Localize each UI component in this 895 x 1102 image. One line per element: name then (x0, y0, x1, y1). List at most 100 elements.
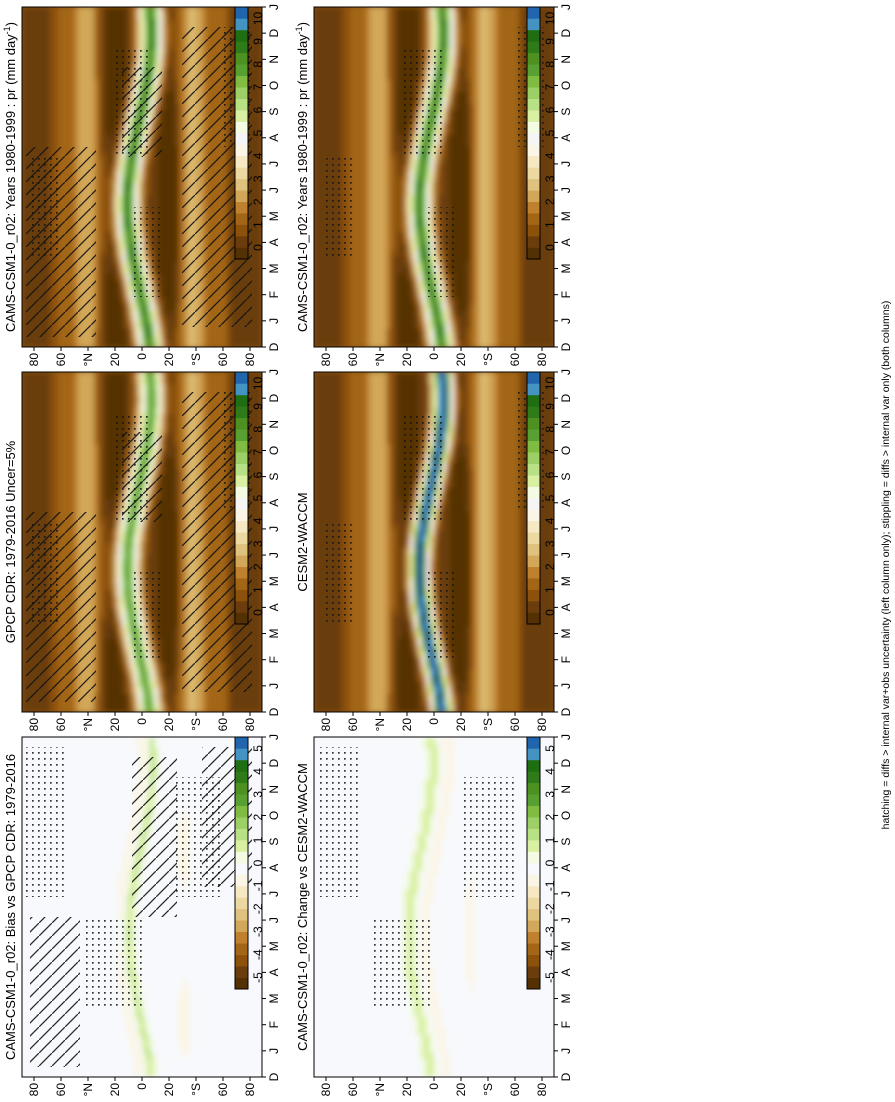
field-cell (46, 19, 51, 26)
field-cell (82, 80, 87, 87)
field-cell (90, 135, 95, 142)
field-cell (354, 128, 359, 135)
field-cell (378, 286, 383, 293)
field-cell (62, 116, 67, 123)
field-cell (38, 68, 43, 75)
field-cell (58, 122, 63, 129)
field-cell (170, 74, 175, 81)
field-cell (314, 213, 319, 220)
colorbar-label: 1 (251, 221, 265, 228)
field-cell (226, 19, 231, 26)
field-cell (342, 280, 347, 287)
field-cell (102, 335, 107, 342)
field-cell (22, 256, 27, 263)
field-cell (402, 171, 407, 178)
field-cell (150, 183, 155, 190)
field-cell (370, 165, 375, 172)
field-cell (118, 292, 123, 299)
field-cell (330, 62, 335, 69)
field-cell (34, 128, 39, 135)
field-cell (110, 268, 115, 275)
field-cell (366, 25, 371, 32)
field-cell (146, 165, 151, 172)
field-cell (86, 110, 91, 117)
field-cell (358, 292, 363, 299)
field-cell (186, 335, 191, 342)
field-cell (394, 329, 399, 336)
field-cell (378, 13, 383, 20)
field-cell (174, 317, 179, 324)
field-cell (370, 141, 375, 148)
field-cell (170, 256, 175, 263)
field-cell (362, 250, 367, 257)
field-cell (410, 220, 415, 227)
field-cell (138, 201, 143, 208)
field-cell (314, 286, 319, 293)
field-cell (46, 122, 51, 129)
field-cell (350, 68, 355, 75)
field-cell (314, 195, 319, 202)
field-cell (58, 104, 63, 111)
field-cell (350, 31, 355, 38)
field-cell (330, 274, 335, 281)
month-tick-label: J (267, 4, 281, 10)
field-cell (50, 80, 55, 87)
field-cell (154, 165, 159, 172)
field-cell (382, 147, 387, 154)
field-cell (318, 220, 323, 227)
field-cell (350, 104, 355, 111)
field-cell (318, 74, 323, 81)
field-cell (342, 7, 347, 14)
field-cell (54, 98, 59, 105)
field-cell (154, 50, 159, 57)
field-cell (246, 335, 251, 342)
field-cell (162, 7, 167, 14)
field-cell (110, 19, 115, 26)
field-cell (118, 177, 123, 184)
field-cell (362, 226, 367, 233)
field-cell (78, 92, 83, 99)
field-cell (362, 335, 367, 342)
field-cell (382, 311, 387, 318)
field-cell (334, 329, 339, 336)
field-cell (22, 213, 27, 220)
field-cell (378, 171, 383, 178)
field-cell (362, 37, 367, 44)
field-cell (122, 268, 127, 275)
field-cell (394, 62, 399, 69)
field-cell (394, 171, 399, 178)
field-cell (410, 292, 415, 299)
field-cell (378, 62, 383, 69)
field-cell (378, 274, 383, 281)
field-cell (346, 292, 351, 299)
field-cell (402, 220, 407, 227)
field-cell (118, 165, 123, 172)
field-cell (158, 56, 163, 63)
field-cell (130, 323, 135, 330)
field-cell (390, 141, 395, 148)
field-cell (382, 213, 387, 220)
field-cell (98, 262, 103, 269)
field-cell (30, 56, 35, 63)
field-cell (90, 43, 95, 50)
field-cell (166, 135, 171, 142)
field-cell (174, 305, 179, 312)
field-cell (90, 50, 95, 57)
field-cell (378, 207, 383, 214)
field-cell (370, 92, 375, 99)
field-cell (102, 7, 107, 14)
field-cell (370, 68, 375, 75)
field-cell (374, 86, 379, 93)
field-cell (66, 50, 71, 57)
field-cell (142, 159, 147, 166)
field-cell (418, 37, 423, 44)
field-cell (106, 171, 111, 178)
field-cell (398, 335, 403, 342)
field-cell (362, 98, 367, 105)
field-cell (254, 268, 259, 275)
field-cell (398, 153, 403, 160)
field-cell (330, 311, 335, 318)
field-cell (26, 80, 31, 87)
field-cell (46, 25, 51, 32)
field-cell (330, 92, 335, 99)
